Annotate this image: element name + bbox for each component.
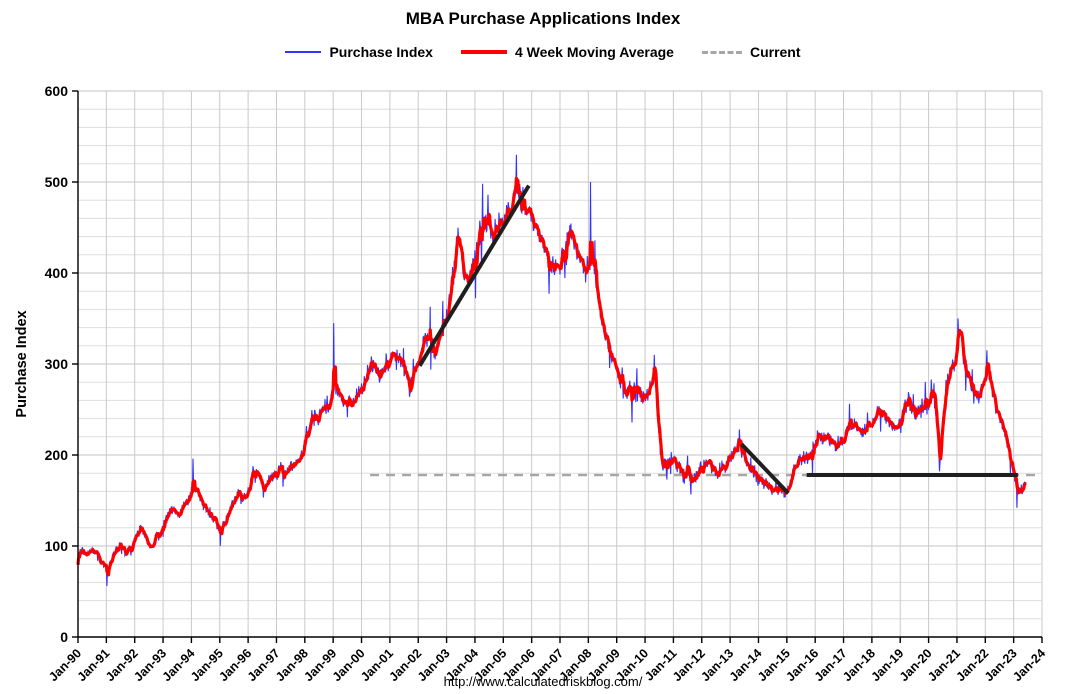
current-dashed-swatch-icon (701, 50, 742, 54)
moving-average-line-swatch-icon (460, 50, 507, 54)
footer-link[interactable]: http://www.calculatedriskblog.com/ (443, 674, 643, 689)
svg-text:200: 200 (45, 447, 69, 463)
svg-text:500: 500 (45, 174, 69, 190)
legend-item-moving-average: 4 Week Moving Average (460, 44, 674, 60)
legend-item-current: Current (701, 44, 801, 60)
chart-legend: Purchase Index 4 Week Moving Average Cur… (0, 44, 1086, 60)
svg-text:100: 100 (45, 538, 69, 554)
legend-label-moving-average: 4 Week Moving Average (514, 44, 674, 60)
svg-text:0: 0 (60, 629, 68, 645)
svg-text:300: 300 (45, 356, 69, 372)
legend-item-purchase-index: Purchase Index (285, 44, 433, 60)
chart-title: MBA Purchase Applications Index (405, 9, 681, 28)
legend-label-purchase-index: Purchase Index (329, 44, 433, 60)
purchase-index-line-swatch-icon (285, 51, 322, 53)
svg-text:600: 600 (45, 83, 69, 99)
footer: http://www.calculatedriskblog.com/ (0, 674, 1086, 689)
svg-text:400: 400 (45, 265, 69, 281)
legend-label-current: Current (749, 44, 801, 60)
